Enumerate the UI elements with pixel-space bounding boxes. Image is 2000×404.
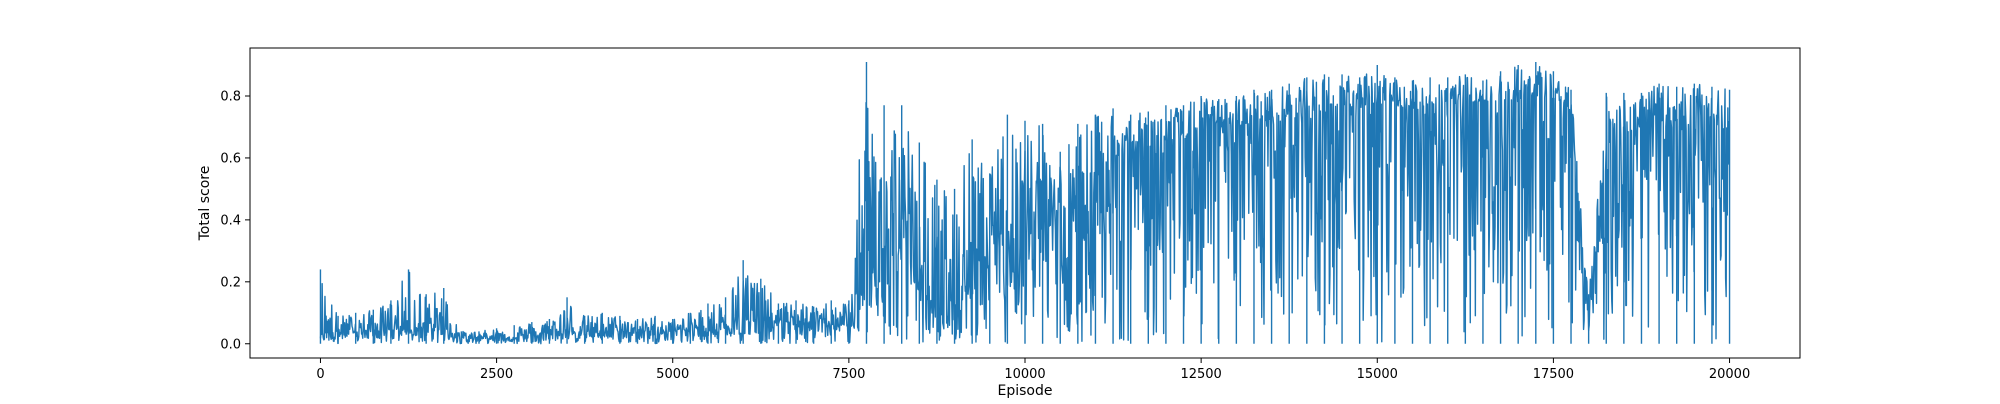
plot-area bbox=[319, 61, 1731, 345]
y-tick-label: 0.2 bbox=[220, 275, 241, 290]
y-axis-label: Total score bbox=[197, 166, 213, 242]
x-tick-label: 10000 bbox=[1004, 367, 1045, 382]
x-tick-label: 15000 bbox=[1357, 367, 1398, 382]
x-axis-label: Episode bbox=[998, 383, 1053, 399]
x-tick-label: 7500 bbox=[832, 367, 865, 382]
x-tick-label: 12500 bbox=[1180, 367, 1221, 382]
x-tick-label: 2500 bbox=[480, 367, 513, 382]
y-tick-label: 0.6 bbox=[220, 151, 241, 166]
y-tick-label: 0.0 bbox=[220, 337, 241, 352]
y-tick-label: 0.4 bbox=[220, 213, 241, 228]
series-total-score bbox=[319, 61, 1731, 345]
x-axis-ticks: 0 2500 5000 7500 10000 12500 15000 17500 20000 bbox=[316, 358, 1750, 382]
y-tick-label: 0.8 bbox=[220, 90, 241, 105]
x-tick-label: 17500 bbox=[1533, 367, 1574, 382]
x-tick-label: 5000 bbox=[656, 367, 689, 382]
x-tick-label: 20000 bbox=[1709, 367, 1750, 382]
y-axis-ticks: 0.0 0.2 0.4 0.6 0.8 bbox=[220, 90, 250, 352]
x-tick-label: 0 bbox=[316, 367, 324, 382]
